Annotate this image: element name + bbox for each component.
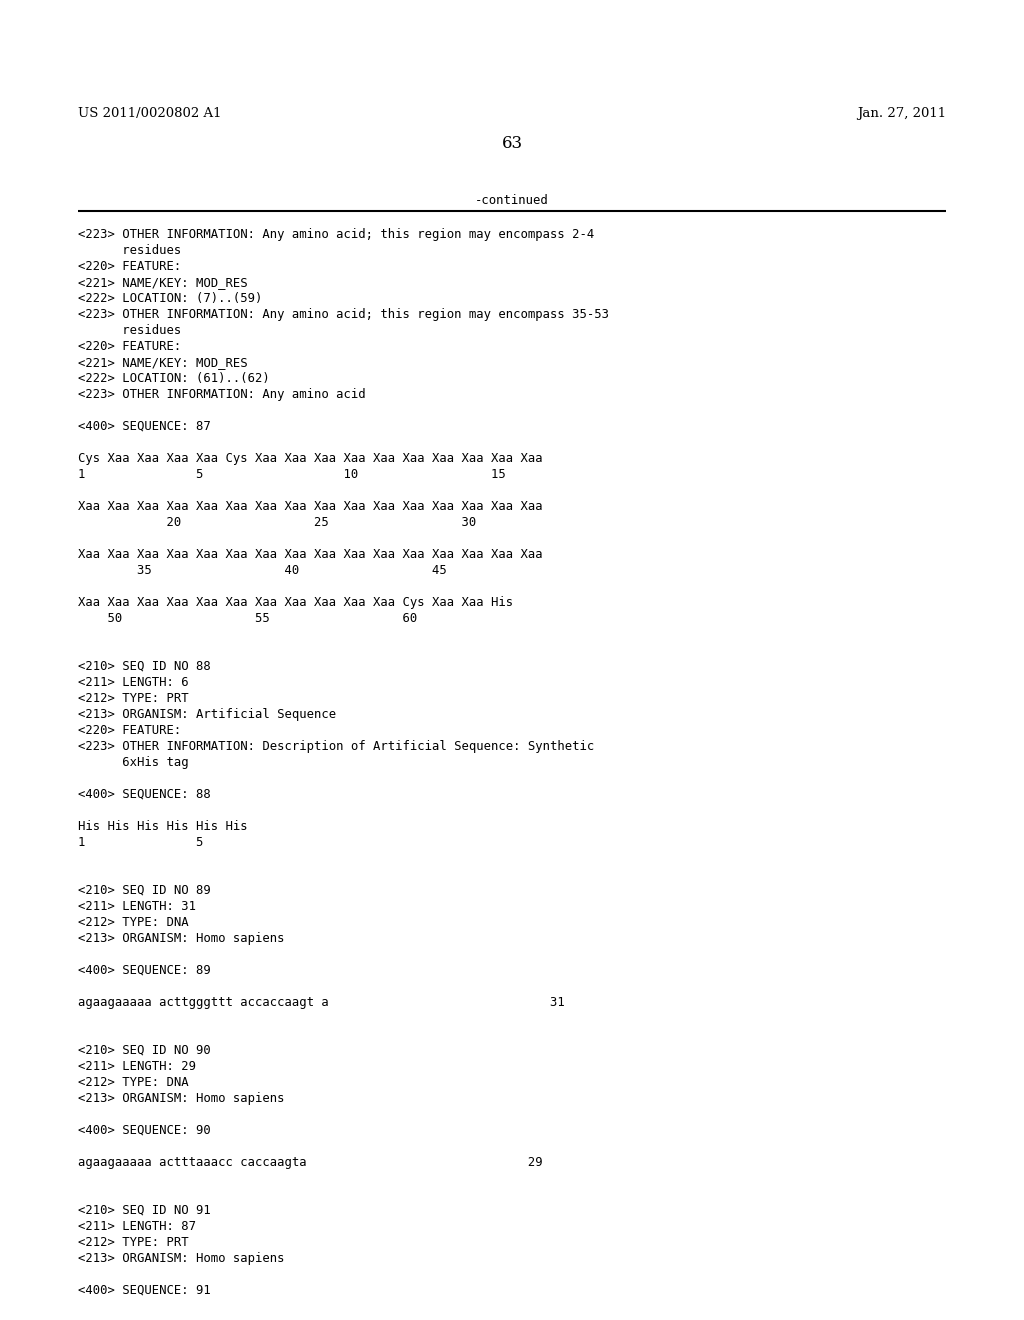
Text: <210> SEQ ID NO 88: <210> SEQ ID NO 88 [78, 660, 211, 673]
Text: <220> FEATURE:: <220> FEATURE: [78, 260, 181, 273]
Text: <213> ORGANISM: Homo sapiens: <213> ORGANISM: Homo sapiens [78, 1251, 285, 1265]
Text: <212> TYPE: PRT: <212> TYPE: PRT [78, 1236, 188, 1249]
Text: <223> OTHER INFORMATION: Any amino acid; this region may encompass 35-53: <223> OTHER INFORMATION: Any amino acid;… [78, 308, 609, 321]
Text: 6xHis tag: 6xHis tag [78, 756, 188, 770]
Text: residues: residues [78, 323, 181, 337]
Text: <222> LOCATION: (61)..(62): <222> LOCATION: (61)..(62) [78, 372, 269, 385]
Text: <211> LENGTH: 87: <211> LENGTH: 87 [78, 1220, 196, 1233]
Text: <223> OTHER INFORMATION: Any amino acid: <223> OTHER INFORMATION: Any amino acid [78, 388, 366, 401]
Text: Jan. 27, 2011: Jan. 27, 2011 [857, 107, 946, 120]
Text: <400> SEQUENCE: 90: <400> SEQUENCE: 90 [78, 1125, 211, 1137]
Text: <400> SEQUENCE: 88: <400> SEQUENCE: 88 [78, 788, 211, 801]
Text: Xaa Xaa Xaa Xaa Xaa Xaa Xaa Xaa Xaa Xaa Xaa Cys Xaa Xaa His: Xaa Xaa Xaa Xaa Xaa Xaa Xaa Xaa Xaa Xaa … [78, 597, 513, 609]
Text: 1               5: 1 5 [78, 836, 204, 849]
Text: <212> TYPE: DNA: <212> TYPE: DNA [78, 1076, 188, 1089]
Text: <211> LENGTH: 6: <211> LENGTH: 6 [78, 676, 188, 689]
Text: 20                  25                  30: 20 25 30 [78, 516, 476, 529]
Text: US 2011/0020802 A1: US 2011/0020802 A1 [78, 107, 221, 120]
Text: <212> TYPE: DNA: <212> TYPE: DNA [78, 916, 188, 929]
Text: <211> LENGTH: 29: <211> LENGTH: 29 [78, 1060, 196, 1073]
Text: <223> OTHER INFORMATION: Description of Artificial Sequence: Synthetic: <223> OTHER INFORMATION: Description of … [78, 741, 594, 752]
Text: Cys Xaa Xaa Xaa Xaa Cys Xaa Xaa Xaa Xaa Xaa Xaa Xaa Xaa Xaa Xaa: Cys Xaa Xaa Xaa Xaa Cys Xaa Xaa Xaa Xaa … [78, 451, 543, 465]
Text: 50                  55                  60: 50 55 60 [78, 612, 417, 624]
Text: <400> SEQUENCE: 89: <400> SEQUENCE: 89 [78, 964, 211, 977]
Text: residues: residues [78, 244, 181, 257]
Text: <211> LENGTH: 31: <211> LENGTH: 31 [78, 900, 196, 913]
Text: agaagaaaaa actttaaacc caccaagta                              29: agaagaaaaa actttaaacc caccaagta 29 [78, 1156, 543, 1170]
Text: 1               5                   10                  15: 1 5 10 15 [78, 469, 506, 480]
Text: Xaa Xaa Xaa Xaa Xaa Xaa Xaa Xaa Xaa Xaa Xaa Xaa Xaa Xaa Xaa Xaa: Xaa Xaa Xaa Xaa Xaa Xaa Xaa Xaa Xaa Xaa … [78, 500, 543, 513]
Text: <213> ORGANISM: Homo sapiens: <213> ORGANISM: Homo sapiens [78, 1092, 285, 1105]
Text: 63: 63 [502, 135, 522, 152]
Text: <210> SEQ ID NO 91: <210> SEQ ID NO 91 [78, 1204, 211, 1217]
Text: <220> FEATURE:: <220> FEATURE: [78, 341, 181, 352]
Text: <213> ORGANISM: Homo sapiens: <213> ORGANISM: Homo sapiens [78, 932, 285, 945]
Text: agaagaaaaa acttgggttt accaccaagt a                              31: agaagaaaaa acttgggttt accaccaagt a 31 [78, 997, 565, 1008]
Text: <221> NAME/KEY: MOD_RES: <221> NAME/KEY: MOD_RES [78, 276, 248, 289]
Text: <223> OTHER INFORMATION: Any amino acid; this region may encompass 2-4: <223> OTHER INFORMATION: Any amino acid;… [78, 228, 594, 242]
Text: <400> SEQUENCE: 87: <400> SEQUENCE: 87 [78, 420, 211, 433]
Text: <220> FEATURE:: <220> FEATURE: [78, 723, 181, 737]
Text: 35                  40                  45: 35 40 45 [78, 564, 446, 577]
Text: <212> TYPE: PRT: <212> TYPE: PRT [78, 692, 188, 705]
Text: -continued: -continued [475, 194, 549, 207]
Text: <210> SEQ ID NO 89: <210> SEQ ID NO 89 [78, 884, 211, 898]
Text: <221> NAME/KEY: MOD_RES: <221> NAME/KEY: MOD_RES [78, 356, 248, 370]
Text: Xaa Xaa Xaa Xaa Xaa Xaa Xaa Xaa Xaa Xaa Xaa Xaa Xaa Xaa Xaa Xaa: Xaa Xaa Xaa Xaa Xaa Xaa Xaa Xaa Xaa Xaa … [78, 548, 543, 561]
Text: <210> SEQ ID NO 90: <210> SEQ ID NO 90 [78, 1044, 211, 1057]
Text: <222> LOCATION: (7)..(59): <222> LOCATION: (7)..(59) [78, 292, 262, 305]
Text: <400> SEQUENCE: 91: <400> SEQUENCE: 91 [78, 1284, 211, 1298]
Text: His His His His His His: His His His His His His [78, 820, 248, 833]
Text: <213> ORGANISM: Artificial Sequence: <213> ORGANISM: Artificial Sequence [78, 708, 336, 721]
